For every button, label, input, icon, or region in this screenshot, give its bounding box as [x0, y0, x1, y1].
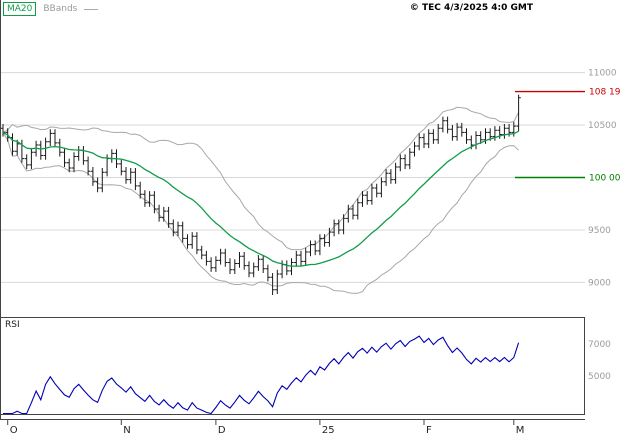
rsi-axis-label: 5000 [588, 372, 611, 382]
x-axis-label: M [516, 425, 525, 436]
copyright-stamp: © TEC 4/3/2025 4:0 GMT [401, 2, 541, 14]
bbands-legend-line-icon [84, 8, 99, 10]
price-axis-label: 9000 [588, 278, 611, 288]
x-axis-label: N [123, 425, 130, 436]
price-axis-label: 11000 [588, 69, 617, 79]
rsi-panel-frame [0, 317, 585, 415]
level-label: 100 00 [589, 174, 621, 184]
bollinger-upper-band [2, 106, 520, 251]
price-axis-label: 9500 [588, 226, 611, 236]
price-axis-label: 10500 [588, 121, 617, 131]
ma20-legend-chip[interactable]: MA20 [3, 2, 37, 16]
x-axis-label: 25 [322, 425, 335, 436]
rsi-panel-label: RSI [5, 320, 20, 330]
x-axis-label: D [218, 425, 226, 436]
x-axis-label: F [426, 425, 432, 436]
level-label: 108 19 [589, 88, 621, 98]
x-axis-label: O [10, 425, 18, 436]
rsi-axis-label: 7000 [588, 340, 611, 350]
ma20-line [2, 130, 519, 267]
bollinger-lower-band [2, 132, 519, 294]
bbands-legend-label[interactable]: BBands [43, 4, 78, 14]
indicator-legend: MA20 BBands [3, 2, 99, 16]
rsi-line [3, 335, 520, 415]
